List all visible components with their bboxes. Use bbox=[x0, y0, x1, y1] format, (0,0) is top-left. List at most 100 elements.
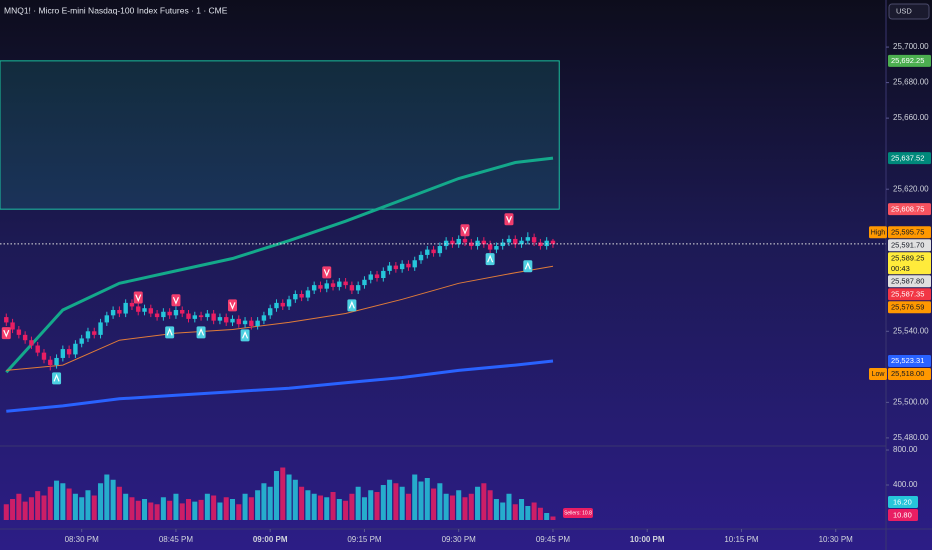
volume-bar bbox=[475, 486, 481, 520]
price-badge-label: 25,576.59 bbox=[891, 303, 924, 312]
volume-bar bbox=[349, 493, 355, 520]
y-tick-label: 25,680.00 bbox=[893, 78, 929, 87]
volume-bar bbox=[374, 492, 380, 520]
candle-body bbox=[506, 238, 512, 243]
volume-bar bbox=[160, 497, 166, 520]
candle-body bbox=[487, 244, 493, 250]
x-tick-label: 10:15 PM bbox=[724, 535, 759, 544]
sellers-label: Sellers: 10.8 bbox=[564, 511, 592, 517]
candle-body bbox=[4, 317, 9, 323]
volume-badge-label: 16.20 bbox=[893, 497, 912, 506]
volume-bar bbox=[431, 488, 437, 520]
signal-arrow bbox=[166, 327, 173, 336]
candle-body bbox=[274, 302, 279, 309]
volume-bar bbox=[368, 490, 374, 520]
y-tick-label: 25,660.00 bbox=[893, 113, 929, 122]
candle-body bbox=[469, 242, 474, 247]
currency-button[interactable] bbox=[888, 3, 930, 20]
volume-bar bbox=[10, 499, 16, 520]
price-tag-label: High bbox=[871, 229, 886, 236]
sell-signal bbox=[1, 327, 11, 340]
price-badge-label: 25,591.70 bbox=[891, 241, 924, 250]
volume-bar bbox=[22, 501, 28, 520]
candle-body bbox=[267, 308, 273, 316]
volume-badge bbox=[888, 509, 918, 521]
volume-bar bbox=[299, 486, 305, 520]
candle-body bbox=[123, 302, 128, 314]
candle-body bbox=[349, 285, 355, 291]
volume-bar bbox=[481, 483, 487, 520]
candle-body bbox=[311, 285, 317, 291]
volume-bar bbox=[98, 483, 104, 520]
volume-bar bbox=[261, 483, 267, 520]
supply-zone bbox=[0, 60, 560, 210]
signal-arrow bbox=[3, 329, 10, 338]
volume-bar bbox=[336, 499, 342, 520]
volume-bar bbox=[418, 481, 424, 520]
volume-bar bbox=[142, 499, 148, 520]
candle-body bbox=[230, 318, 235, 323]
volume-bar bbox=[506, 493, 512, 520]
candle-body bbox=[456, 238, 461, 245]
candle-body bbox=[29, 340, 34, 346]
candle-body bbox=[299, 294, 304, 298]
candle-body bbox=[431, 249, 436, 254]
volume-bar bbox=[393, 483, 399, 520]
price-badge bbox=[888, 288, 931, 301]
volume-bar bbox=[35, 491, 41, 520]
volume-bar bbox=[79, 497, 85, 520]
buy-signal bbox=[165, 326, 175, 339]
volume-bar bbox=[60, 483, 66, 520]
volume-bar bbox=[292, 479, 298, 520]
candle-body bbox=[255, 320, 260, 326]
volume-bar bbox=[211, 495, 217, 520]
volume-bar bbox=[361, 497, 367, 520]
buy-signal bbox=[196, 326, 206, 339]
sell-signal bbox=[504, 213, 514, 226]
candle-body bbox=[48, 359, 53, 366]
currency-label[interactable]: USD bbox=[896, 6, 912, 15]
buy-signal bbox=[523, 260, 533, 273]
volume-bar bbox=[273, 471, 279, 520]
volume-bar bbox=[544, 513, 550, 520]
signal-arrow bbox=[487, 254, 494, 263]
candle-body bbox=[211, 313, 216, 321]
volume-bar bbox=[500, 502, 506, 520]
volume-bar bbox=[91, 495, 97, 520]
candle-body bbox=[261, 315, 267, 321]
candle-body bbox=[35, 345, 40, 353]
volume-bar bbox=[317, 495, 323, 520]
volume-bar bbox=[72, 493, 78, 520]
candle-body bbox=[525, 237, 531, 241]
x-tick-label: 10:00 PM bbox=[630, 535, 665, 544]
volume-bar bbox=[255, 490, 261, 520]
volume-bar bbox=[116, 486, 122, 520]
volume-badge bbox=[888, 496, 918, 508]
volume-bar bbox=[324, 497, 330, 520]
candle-body bbox=[519, 240, 524, 245]
volume-bar bbox=[85, 490, 91, 520]
candle-body bbox=[242, 320, 248, 325]
price-badge-label: 25,692.25 bbox=[891, 56, 924, 65]
sellers-box bbox=[562, 508, 593, 518]
candle-body bbox=[437, 246, 443, 254]
signal-arrow bbox=[323, 269, 330, 277]
volume-bar bbox=[550, 516, 556, 520]
candle-body bbox=[236, 318, 241, 325]
candle-body bbox=[186, 313, 191, 319]
y-tick-label: 25,480.00 bbox=[893, 433, 929, 442]
volume-bar bbox=[305, 490, 311, 520]
candle-body bbox=[280, 302, 285, 307]
volume-bar bbox=[28, 497, 34, 520]
volume-bar bbox=[66, 488, 72, 520]
sell-signal bbox=[460, 224, 470, 237]
volume-bar bbox=[110, 479, 116, 520]
volume-bar bbox=[537, 507, 543, 520]
candle-body bbox=[167, 311, 172, 316]
volume-bar bbox=[185, 499, 192, 520]
candle-body bbox=[224, 317, 229, 323]
volume-bar bbox=[41, 495, 47, 520]
volume-bar bbox=[198, 499, 204, 520]
volume-bar bbox=[229, 499, 236, 520]
candle-body bbox=[399, 263, 405, 270]
